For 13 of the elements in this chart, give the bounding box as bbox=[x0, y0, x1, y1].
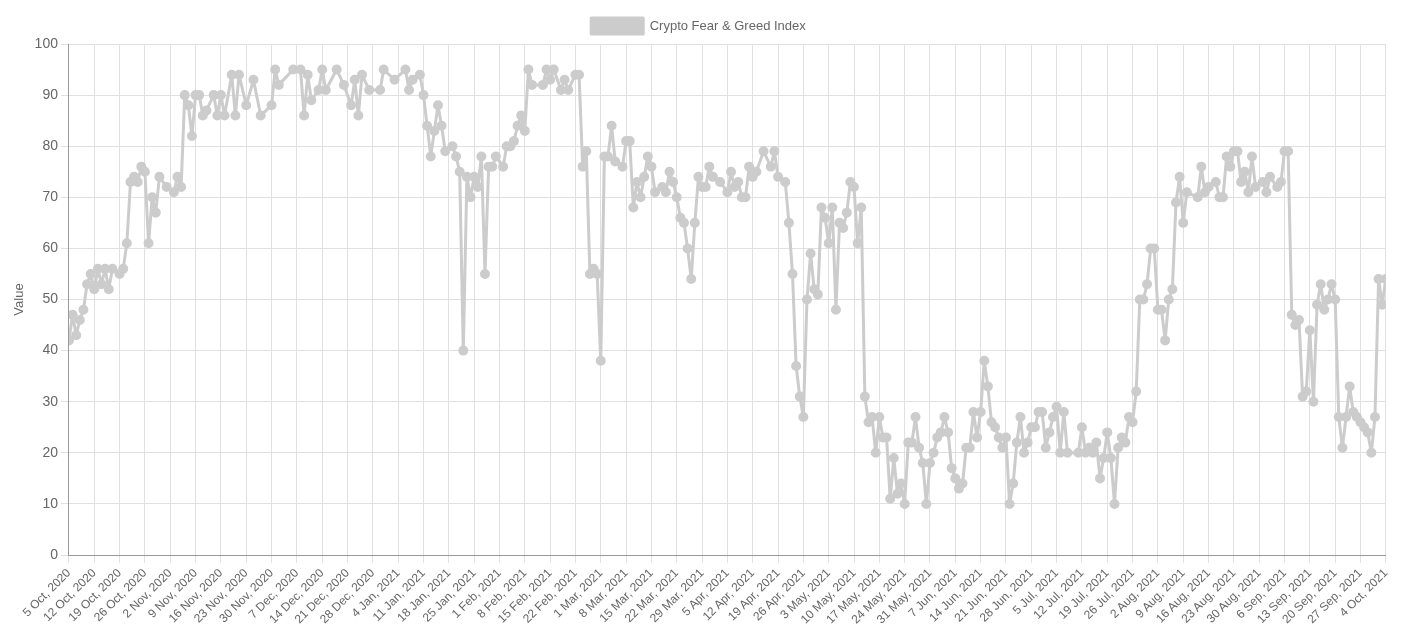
y-tick-label: 100 bbox=[34, 34, 59, 51]
y-axis-title: Value bbox=[11, 283, 27, 316]
y-tick-label: 70 bbox=[42, 188, 59, 205]
y-tick-label: 90 bbox=[42, 85, 59, 102]
y-tick-label: 30 bbox=[42, 392, 59, 409]
y-tick-label: 20 bbox=[42, 443, 59, 460]
y-tick-label: 60 bbox=[42, 239, 59, 256]
legend-label: Crypto Fear & Greed Index bbox=[649, 17, 807, 33]
y-tick-label: 10 bbox=[42, 494, 59, 511]
y-tick-label: 50 bbox=[42, 290, 59, 307]
y-tick-label: 0 bbox=[50, 545, 59, 562]
y-tick-label: 80 bbox=[42, 137, 59, 154]
y-tick-label: 40 bbox=[42, 341, 59, 358]
